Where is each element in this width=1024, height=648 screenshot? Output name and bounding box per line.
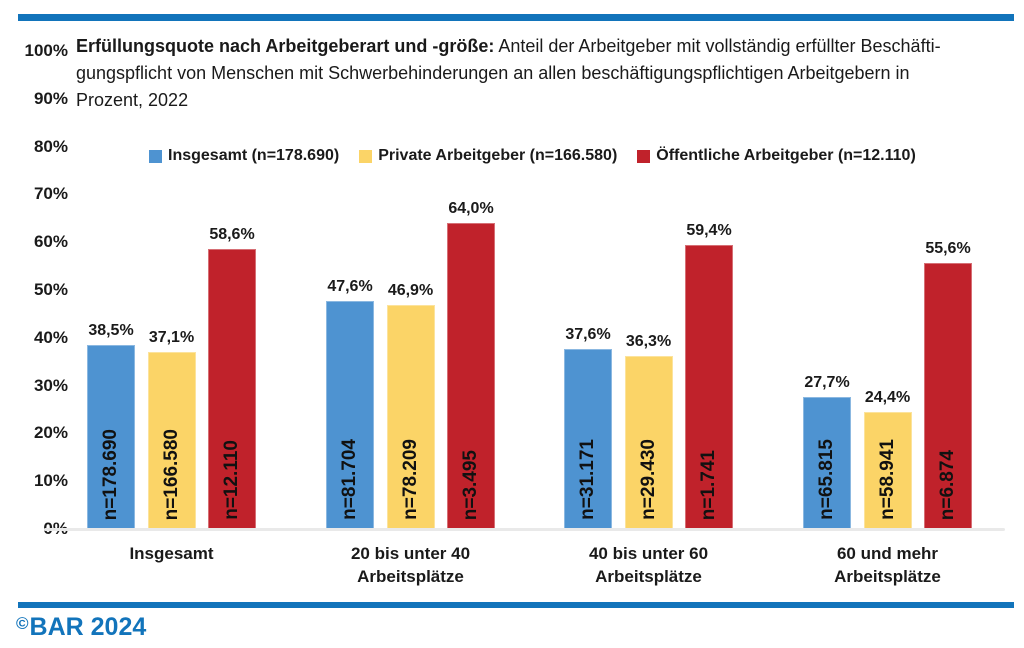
bar-n-label: n=58.941: [876, 439, 898, 520]
footer-label: BAR 2024: [29, 613, 147, 641]
bar-n-label: n=31.171: [577, 439, 598, 520]
copyright-text: ©BAR 2024: [16, 612, 146, 645]
y-tick-label: 50%: [33, 280, 68, 299]
category-label: 60 und mehr Arbeitsplätze: [834, 544, 941, 586]
bar-n-label: n=3.495: [460, 449, 481, 520]
legend-swatch-insgesamt: [149, 149, 162, 163]
legend-swatch-private: [359, 149, 373, 163]
y-tick-label: 20%: [33, 423, 68, 443]
legend-label-insgesamt: Insgesamt (n=178.690): [168, 147, 340, 164]
legend-label-oeffentliche: Öffentliche Arbeitgeber (n=12.110): [656, 147, 916, 164]
y-tick-label: 40%: [33, 327, 68, 347]
bar-value-label: 24,4%: [864, 389, 911, 407]
top-divider: [18, 14, 1014, 21]
bar-n-label: n=12.110: [221, 440, 242, 520]
chart-title: Erfüllungsquote nach Arbeitgeberart und …: [76, 33, 1021, 114]
bar-series1-group2: n=29.430: [624, 355, 673, 529]
chart-title-rest: Anteil der Arbeitgeber mit vollständig e…: [494, 36, 941, 56]
bar-n-label: n=29.430: [637, 439, 659, 520]
bar-value-label: 59,4%: [686, 222, 732, 240]
footer-divider: [18, 602, 1014, 608]
chart-title-line2: gungspflicht von Menschen mit Schwerbehi…: [76, 63, 910, 83]
bar-value-label: 47,6%: [327, 278, 373, 296]
category-label: 20 bis unter 40 Arbeitsplätze: [350, 544, 471, 586]
bar-series1-group0: n=166.580: [147, 351, 196, 529]
bar-series1-group3: n=58.941: [863, 412, 912, 529]
bar-series2-group1: n=3.495: [447, 223, 495, 529]
bar-n-label: n=78.209: [399, 439, 421, 520]
bar-value-label: 37,1%: [148, 328, 195, 346]
bar-series0-group3: n=65.815: [803, 396, 851, 529]
y-tick-label: 60%: [33, 232, 68, 252]
bar-series2-group3: n=6.874: [924, 263, 972, 529]
category-label: 40 bis unter 60 Arbeitsplätze: [588, 544, 709, 586]
y-tick-label: 90%: [33, 88, 68, 108]
y-tick-label: 10%: [33, 471, 68, 491]
bar-value-label: 64,0%: [448, 200, 494, 218]
bar-n-label: n=166.580: [160, 428, 182, 520]
bar-series0-group1: n=81.704: [326, 301, 374, 529]
bar-series2-group0: n=12.110: [208, 248, 256, 529]
legend-item-insgesamt: Insgesamt (n=178.690): [149, 147, 339, 165]
bar-series2-group2: n=1.741: [685, 245, 733, 529]
chart-title-line1: Erfüllungsquote nach Arbeitgeberart und …: [76, 33, 1021, 60]
y-tick-label: 80%: [33, 136, 68, 156]
bar-value-label: 27,7%: [804, 373, 850, 391]
legend-item-private: Private Arbeitgeber (n=166.580): [359, 147, 617, 165]
legend: Insgesamt (n=178.690) Private Arbeitgebe…: [149, 147, 916, 165]
bar-value-label: 38,5%: [88, 321, 134, 339]
legend-label-private: Private Arbeitgeber (n=166.580): [378, 147, 618, 164]
y-tick-label: 30%: [33, 375, 68, 395]
bar-value-label: 58,6%: [209, 225, 255, 243]
bar-value-label: 55,6%: [925, 240, 971, 258]
copyright-icon: ©: [16, 614, 29, 633]
bar-n-label: n=81.704: [339, 439, 360, 520]
bar-n-label: n=178.690: [100, 428, 121, 520]
chart-title-bold: Erfüllungsquote nach Arbeitgeberart und …: [76, 36, 495, 56]
bar-value-label: 37,6%: [565, 326, 611, 344]
category-label: Insgesamt: [129, 544, 214, 563]
bar-value-label: 46,9%: [387, 281, 434, 299]
bar-n-label: n=6.874: [937, 449, 958, 520]
legend-swatch-oeffentliche: [637, 149, 651, 163]
bar-series0-group0: n=178.690: [87, 344, 135, 529]
bar-value-label: 36,3%: [625, 332, 672, 350]
chart-title-line3: Prozent, 2022: [76, 90, 189, 110]
y-tick-label: 70%: [33, 184, 68, 204]
legend-item-oeffentliche: Öffentliche Arbeitgeber (n=12.110): [637, 147, 916, 165]
bar-n-label: n=1.741: [698, 449, 719, 520]
y-tick-label: 100%: [24, 41, 68, 60]
x-axis-line: [44, 528, 1005, 531]
bar-series1-group1: n=78.209: [386, 304, 435, 529]
bar-series0-group2: n=31.171: [564, 349, 612, 529]
bar-n-label: n=65.815: [816, 439, 837, 520]
